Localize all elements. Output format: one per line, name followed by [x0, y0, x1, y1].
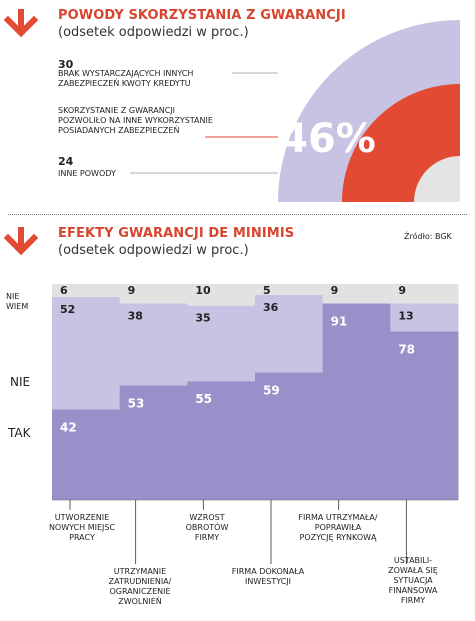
bar-nie-wiem-5 [322, 284, 391, 304]
value-label-nie-wiem-2: 9 [128, 284, 136, 297]
bar-tak-1 [52, 409, 121, 500]
bar-nie-2 [119, 303, 188, 386]
slice-1-value: 30 [58, 58, 74, 71]
bar-nie-wiem-6 [390, 284, 459, 304]
value-label-nie-6: 13 [398, 309, 413, 322]
chart-2-subtitle: (odsetek odpowiedzi w proc.) [58, 243, 249, 258]
value-label-tak-5: 91 [331, 314, 348, 328]
section-divider [8, 214, 467, 215]
pie-slice-3 [414, 156, 460, 202]
value-label-nie-wiem-6: 9 [398, 284, 406, 297]
series-label-nie-wiem: NIE WIEM [6, 292, 29, 311]
category-label-5: FIRMA UTRZYMAŁA/ POPRAWIŁA POZYCJĘ RYNKO… [298, 513, 378, 542]
bar-nie-6 [390, 303, 459, 332]
chart-1-subtitle: (odsetek odpowiedzi w proc.) [58, 25, 249, 40]
value-label-nie-wiem-5: 9 [331, 284, 339, 297]
bar-nie-wiem-4 [255, 284, 324, 295]
slice-3-value: 24 [58, 155, 74, 168]
value-label-tak-3: 55 [195, 392, 212, 406]
value-label-nie-1: 52 [60, 303, 75, 316]
pie-chart: 46% [278, 20, 460, 202]
source-note: Źródło: BGK [404, 232, 452, 241]
category-label-4: FIRMA DOKONAŁA INWESTYCJI [231, 567, 305, 586]
slice-1-label: BRAK WYSTARCZAJĄCYCH INNYCH ZABEZPIECZEŃ… [58, 69, 194, 88]
category-label-1: UTWORZENIE NOWYCH MIEJSC PRACY [48, 513, 116, 542]
category-label-2: UTRZYMANIE ZATRUDNIENIA/ OGRANICZENIE ZW… [108, 567, 172, 606]
value-label-nie-wiem-4: 5 [263, 284, 271, 297]
chart-1-title: POWODY SKORZYSTANIA Z GWARANCJI [58, 8, 346, 23]
value-label-tak-4: 59 [263, 384, 280, 398]
slice-2-label: SKORZYSTANIE Z GWARANCJI POZWOLIŁO NA IN… [58, 106, 213, 135]
down-arrow-icon [4, 9, 38, 38]
slice-3-leader [130, 172, 278, 174]
bar-tak-5 [322, 303, 391, 500]
value-label-nie-wiem-3: 10 [195, 284, 211, 297]
slice-2-leader [205, 136, 278, 138]
value-label-nie-4: 36 [263, 301, 279, 314]
category-label-3: WZROST OBROTÓW FIRMY [185, 513, 229, 542]
bar-tak-3 [187, 381, 256, 500]
value-label-tak-6: 78 [398, 343, 415, 357]
series-label-nie: NIE [10, 375, 31, 389]
bar-tak-6 [390, 331, 459, 500]
bar-nie-4 [255, 294, 324, 373]
series-label-tak: TAK [8, 426, 31, 440]
bar-tak-2 [119, 385, 188, 500]
chart-2-title: EFEKTY GWARANCJI DE MINIMIS [58, 226, 295, 241]
down-arrow-icon [4, 227, 38, 256]
bar-nie-wiem-1 [52, 284, 121, 297]
value-label-tak-1: 42 [60, 420, 77, 434]
bar-nie-3 [187, 305, 256, 382]
slice-1-leader [232, 72, 278, 74]
bar-nie-wiem-3 [187, 284, 256, 306]
value-label-nie-wiem-1: 6 [60, 284, 68, 297]
value-label-tak-2: 53 [128, 397, 145, 411]
slice-3-label: INNE POWODY [58, 169, 116, 178]
value-label-nie-3: 35 [195, 312, 210, 325]
bar-nie-wiem-2 [119, 284, 188, 304]
category-label-6: USTABILI- ZOWAŁA SIĘ SYTUACJA FINANSOWA … [388, 556, 438, 605]
value-label-nie-2: 38 [128, 309, 143, 322]
bar-tak-4 [255, 372, 324, 500]
bar-nie-1 [52, 296, 121, 410]
pie-slice-2-value: 46% [280, 116, 376, 162]
